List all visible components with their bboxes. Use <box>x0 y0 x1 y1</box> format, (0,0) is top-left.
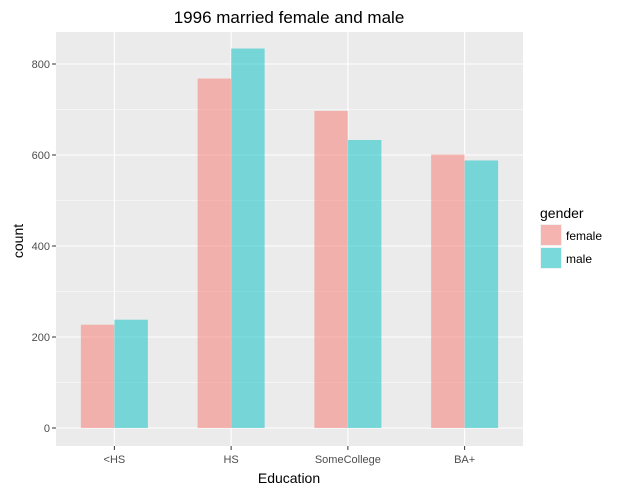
legend-swatch-female <box>541 225 561 245</box>
legend: gender female male <box>540 205 602 269</box>
bar-female <box>314 110 348 429</box>
bar-female <box>80 324 115 428</box>
bar-male <box>464 160 499 428</box>
x-tick-label: SomeCollege <box>315 454 381 466</box>
x-tick-label: HS <box>223 454 238 466</box>
bar-female <box>431 154 465 429</box>
legend-swatch-male <box>541 248 561 268</box>
y-tick-label: 0 <box>44 423 50 435</box>
x-tick-label: <HS <box>104 454 126 466</box>
y-axis-label: count <box>10 224 26 258</box>
x-axis: <HS HS SomeCollege BA+ <box>104 446 475 466</box>
chart-title: 1996 married female and male <box>174 8 405 27</box>
legend-title: gender <box>540 205 584 221</box>
legend-label-male: male <box>566 252 592 266</box>
x-axis-label: Education <box>258 470 320 486</box>
bar-male <box>231 48 265 428</box>
x-tick-label: BA+ <box>454 454 475 466</box>
y-tick-label: 200 <box>32 332 50 344</box>
y-tick-label: 600 <box>32 150 50 162</box>
legend-label-female: female <box>566 229 602 243</box>
y-axis: 0 200 400 600 800 <box>32 59 56 435</box>
y-tick-label: 400 <box>32 241 50 253</box>
y-tick-label: 800 <box>32 59 50 71</box>
bar-female <box>197 78 232 428</box>
bar-male <box>347 139 382 429</box>
bar-male <box>114 319 148 428</box>
bars <box>80 48 499 429</box>
